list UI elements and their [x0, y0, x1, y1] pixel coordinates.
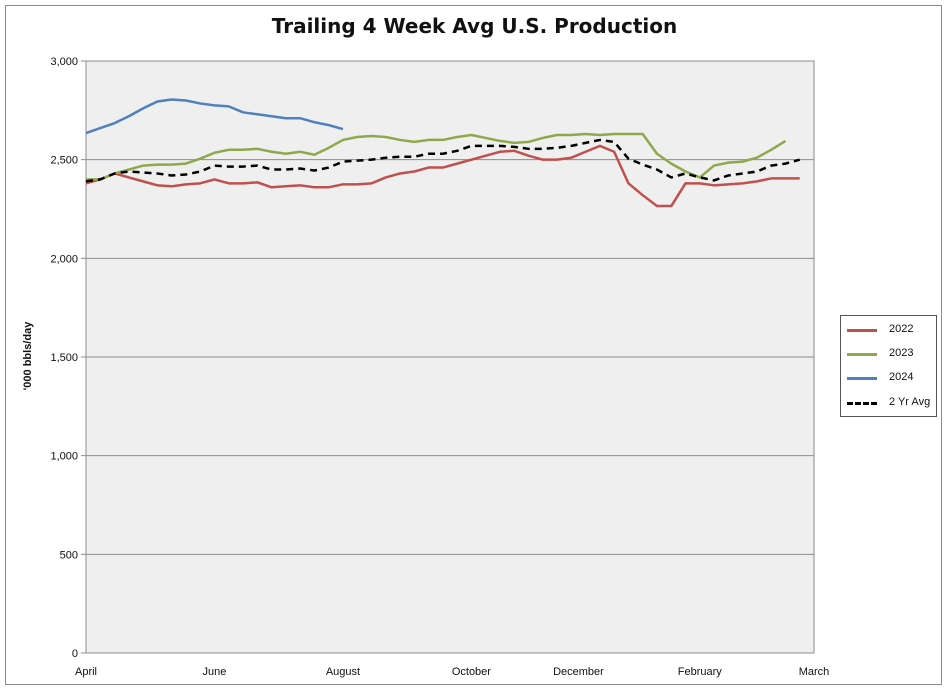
- legend-label: 2024: [889, 371, 914, 383]
- y-tick-label: 500: [60, 549, 78, 561]
- y-tick-label: 2,000: [50, 253, 78, 265]
- legend-item-2024: 2024: [847, 371, 935, 385]
- series-line-2022: [85, 144, 800, 208]
- chart-title: Trailing 4 Week Avg U.S. Production: [271, 14, 678, 38]
- legend: 2022 2023 2024 2 Yr Avg: [840, 315, 937, 417]
- legend-item-2yr-avg: 2 Yr Avg: [847, 396, 935, 410]
- y-tick-label: 1,500: [50, 352, 78, 364]
- x-tick-label: August: [326, 666, 360, 678]
- legend-swatch-2022: [847, 329, 877, 332]
- legend-label: 2023: [889, 347, 914, 359]
- y-tick-label: 2,500: [50, 155, 78, 167]
- legend-label: 2 Yr Avg: [889, 396, 931, 408]
- y-tick-label: 1,000: [50, 451, 78, 463]
- series-line-2024: [85, 98, 344, 135]
- legend-item-2022: 2022: [847, 323, 935, 337]
- y-tick-label: 0: [72, 648, 78, 660]
- x-tick-label: March: [799, 666, 830, 678]
- legend-swatch-2024: [847, 377, 877, 380]
- legend-swatch-2023: [847, 353, 877, 356]
- x-tick-label: February: [678, 666, 723, 678]
- series-line-2023: [86, 132, 787, 181]
- x-tick-label: October: [452, 666, 491, 678]
- legend-swatch-2yr-avg: [847, 402, 877, 405]
- legend-label: 2022: [889, 323, 914, 335]
- x-tick-label: April: [75, 666, 97, 678]
- x-tick-label: December: [553, 666, 604, 678]
- series-line-2-yr-avg: [85, 138, 801, 183]
- y-tick-label: 3,000: [50, 56, 78, 68]
- legend-item-2023: 2023: [847, 347, 935, 361]
- x-tick-label: June: [203, 666, 227, 678]
